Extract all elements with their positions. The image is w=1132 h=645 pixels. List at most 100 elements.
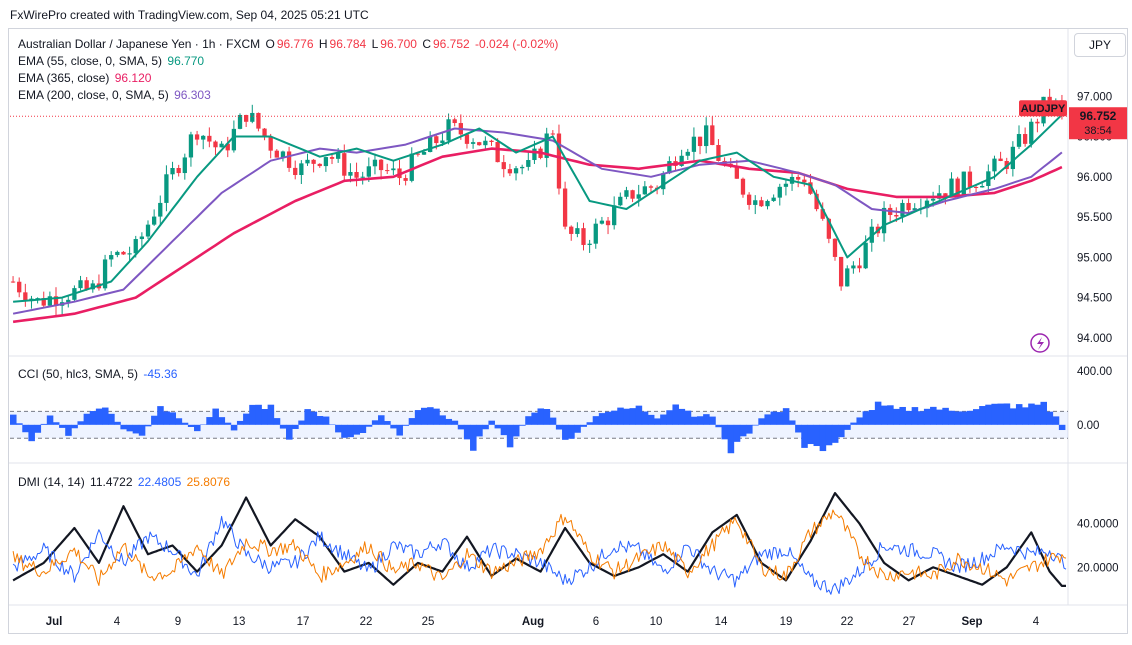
cci-bar xyxy=(108,413,115,425)
candle-body xyxy=(47,296,53,306)
candle-body xyxy=(716,145,721,161)
cci-bar xyxy=(261,409,269,425)
candle xyxy=(158,195,163,225)
candle-body xyxy=(378,159,384,171)
cci-bar xyxy=(59,424,66,428)
candle-body xyxy=(489,140,494,143)
candle-body xyxy=(434,136,439,144)
cci-bar xyxy=(52,422,60,425)
candle xyxy=(127,246,132,261)
cci-bar xyxy=(911,407,919,425)
ema365-line xyxy=(12,147,1063,324)
cci-bar xyxy=(592,416,600,425)
cci-bar xyxy=(905,410,913,425)
cci-bar xyxy=(224,422,232,425)
candle-body xyxy=(244,114,249,122)
cci-bar xyxy=(463,424,471,440)
ema365-value: 96.120 xyxy=(114,71,152,85)
ema200-legend: EMA (200, close, 0, SMA, 5) 96.303 xyxy=(18,87,213,104)
cci-bar xyxy=(151,415,158,425)
candle xyxy=(691,127,697,161)
lightning-icon-glyph xyxy=(1037,337,1044,350)
candle xyxy=(814,189,819,212)
currency-button[interactable]: JPY xyxy=(1074,33,1126,57)
dmi-tick-label: 20.0000 xyxy=(1077,562,1119,574)
cci-bar xyxy=(795,424,802,433)
candle xyxy=(777,183,782,206)
candle-body xyxy=(372,159,378,167)
cci-bar xyxy=(322,416,330,425)
candle-body xyxy=(955,178,960,196)
cci-bar xyxy=(120,424,127,430)
candle-body xyxy=(906,202,911,211)
cci-bar xyxy=(684,410,692,425)
candle-body xyxy=(912,208,917,211)
candle-body xyxy=(470,142,476,144)
candle-body xyxy=(121,251,126,255)
candle-body xyxy=(23,292,28,302)
candle-body xyxy=(354,171,359,178)
candle-body xyxy=(1016,134,1022,147)
cci-bar xyxy=(519,424,526,426)
candle-body xyxy=(207,135,212,142)
cci-bar xyxy=(102,407,109,425)
candle-body xyxy=(366,166,371,177)
cci-bar xyxy=(457,424,465,430)
cci-bar xyxy=(868,410,876,425)
candle xyxy=(244,114,249,127)
candle xyxy=(53,287,59,316)
cci-bar xyxy=(310,411,318,425)
cci-bar xyxy=(427,407,434,425)
plus-di-value: 22.4805 xyxy=(137,475,182,489)
cci-bar xyxy=(187,424,195,427)
candle-body xyxy=(231,128,237,151)
candle-body xyxy=(765,200,770,207)
candle xyxy=(115,250,120,258)
candle xyxy=(526,150,531,171)
candle xyxy=(10,276,16,283)
cci-label: CCI (50, hlc3, SMA, 5) xyxy=(18,367,139,381)
cci-bar xyxy=(16,423,23,425)
cci-bar xyxy=(801,424,808,448)
candle-body xyxy=(520,166,525,169)
candle-body xyxy=(967,171,973,187)
candle-body xyxy=(857,265,862,269)
cci-bar xyxy=(65,424,72,436)
candle-body xyxy=(428,136,433,153)
candle xyxy=(1022,127,1028,147)
candle-body xyxy=(311,159,316,164)
candle xyxy=(599,216,605,225)
candle-body xyxy=(569,226,574,234)
dmi-tick-label: 40.0000 xyxy=(1077,519,1119,531)
candle-body xyxy=(845,268,850,287)
candle-body xyxy=(697,136,703,147)
price-tick-label: 95.500 xyxy=(1077,212,1112,224)
cci-bar xyxy=(359,424,367,433)
candle-body xyxy=(151,216,157,225)
candle xyxy=(452,117,457,127)
candle-body xyxy=(881,207,887,234)
candle xyxy=(851,261,856,274)
candle xyxy=(906,198,911,214)
candle-body xyxy=(342,153,347,176)
candle xyxy=(121,251,126,255)
candle xyxy=(477,141,482,146)
time-tick-label: 4 xyxy=(114,616,121,628)
cci-bar xyxy=(782,408,790,425)
cci-bar xyxy=(144,424,152,427)
candle-body xyxy=(145,224,151,237)
candle xyxy=(740,177,746,198)
cci-bar xyxy=(488,420,495,425)
candle xyxy=(789,173,795,191)
candle-body xyxy=(66,299,71,303)
cci-bar xyxy=(286,424,293,440)
cci-bar xyxy=(341,424,348,438)
time-tick-label: 9 xyxy=(175,616,181,628)
cci-bar xyxy=(586,422,594,425)
candle-body xyxy=(930,198,936,201)
cci-bar xyxy=(647,414,655,425)
cci-bar xyxy=(371,420,379,425)
candle-body xyxy=(115,251,120,256)
candle-body xyxy=(691,136,697,152)
